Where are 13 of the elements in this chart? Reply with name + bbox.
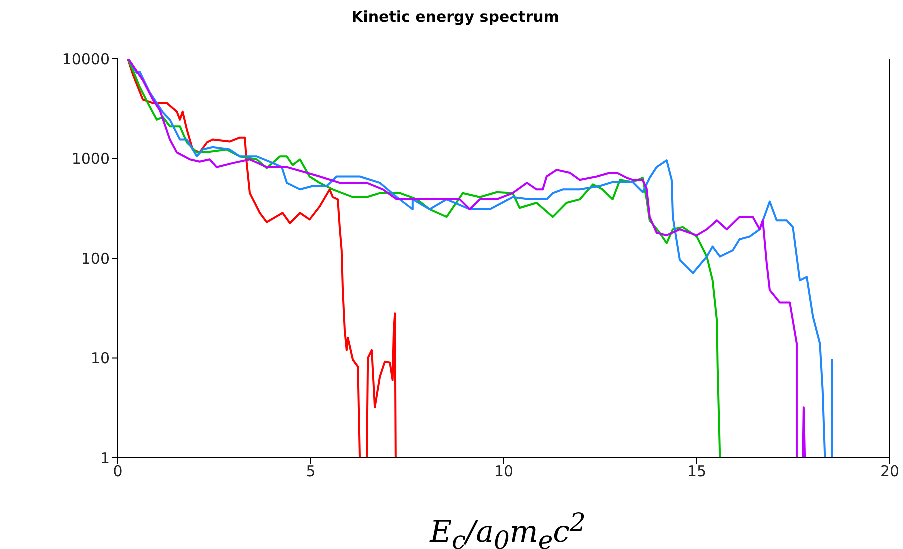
line-series bbox=[127, 59, 397, 458]
y-tick-label: 100 bbox=[81, 250, 110, 268]
x-axis-title: E$_{c}$/a$_{0}$m$_{e}$c$^{2}$ bbox=[428, 508, 587, 549]
y-tick-label: 10000 bbox=[62, 50, 110, 68]
y-tick-label: 10 bbox=[90, 350, 110, 368]
x-tick-label: 0 bbox=[113, 462, 123, 481]
x-tick-label: 10 bbox=[494, 462, 514, 481]
chart-title: Kinetic energy spectrum bbox=[350, 8, 560, 26]
x-tick-label: 5 bbox=[306, 462, 316, 481]
x-tick-label: 15 bbox=[687, 462, 707, 481]
x-tick-label: 20 bbox=[880, 462, 900, 481]
y-tick-label: 1 bbox=[100, 449, 110, 468]
y-tick-label: 1000 bbox=[72, 150, 110, 168]
